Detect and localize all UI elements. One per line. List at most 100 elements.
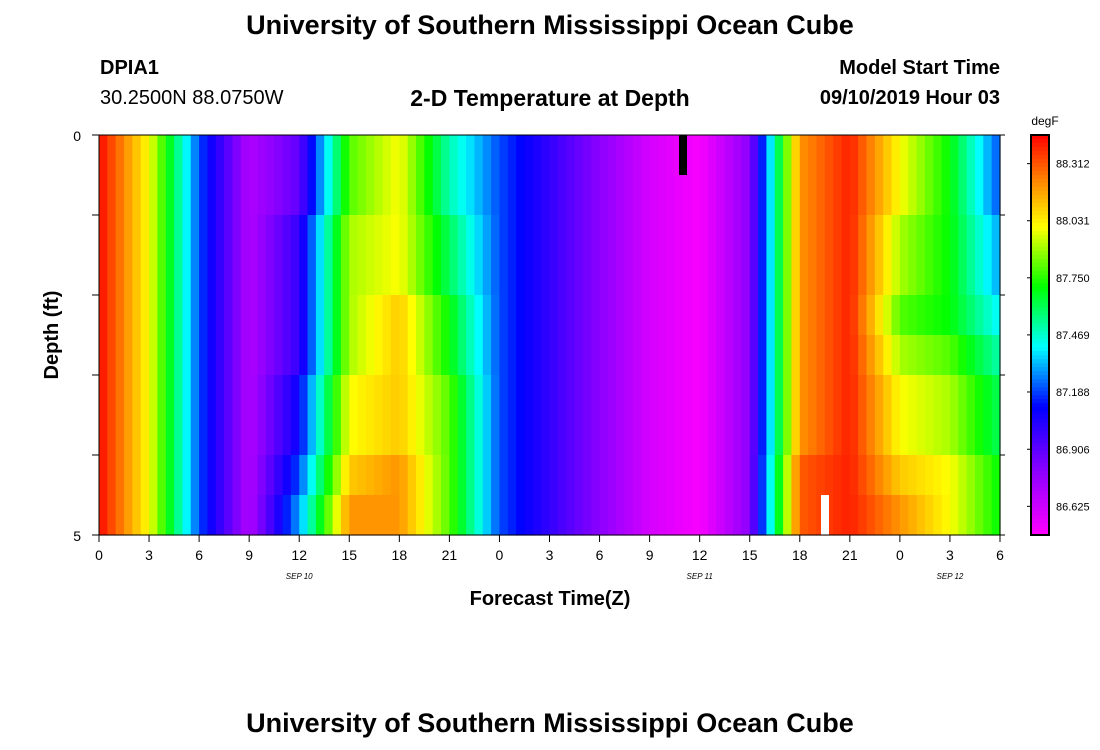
colorbar-unit: degF — [1031, 114, 1058, 128]
heatmap-cell — [307, 255, 317, 296]
heatmap-cell — [591, 135, 601, 176]
heatmap-cell — [99, 335, 108, 376]
heatmap-cell — [474, 455, 484, 496]
heatmap-cell — [332, 295, 342, 336]
heatmap-cell — [124, 335, 133, 376]
heatmap-cell — [607, 175, 617, 216]
heatmap-cell — [916, 335, 926, 376]
heatmap-cell — [691, 495, 701, 536]
heatmap-cell — [933, 495, 943, 536]
heatmap-cell — [766, 335, 776, 376]
heatmap-cell — [441, 455, 450, 496]
heatmap-cell — [174, 135, 184, 176]
heatmap-cell — [641, 495, 651, 536]
x-tick-label: 3 — [546, 547, 554, 563]
colorbar-segment — [1031, 391, 1049, 396]
heatmap-cell — [841, 295, 851, 336]
colorbar-segment — [1031, 283, 1049, 288]
heatmap-cell — [449, 295, 459, 336]
heatmap-cell — [966, 135, 976, 176]
heatmap-cell — [983, 295, 993, 336]
heatmap-cell — [257, 415, 267, 456]
heatmap-cell — [257, 175, 267, 216]
heatmap-cell — [574, 215, 584, 256]
heatmap-cell — [741, 135, 751, 176]
heatmap-cell — [541, 135, 551, 176]
colorbar-segment — [1031, 523, 1049, 528]
heatmap-cell — [691, 295, 701, 336]
colorbar-segment — [1031, 147, 1049, 152]
colorbar-segment — [1031, 135, 1049, 140]
heatmap-cell — [816, 215, 826, 256]
heatmap-cell — [416, 375, 425, 416]
heatmap-cell — [182, 495, 192, 536]
heatmap-cell — [416, 135, 425, 176]
x-tick-label: 6 — [996, 547, 1004, 563]
heatmap-cell — [849, 415, 859, 456]
heatmap-cell — [466, 135, 476, 176]
heatmap-cell — [324, 295, 334, 336]
colorbar-segment — [1031, 335, 1049, 340]
heatmap-cell — [924, 175, 934, 216]
colorbar-segment — [1031, 295, 1049, 300]
heatmap-cell — [190, 455, 200, 496]
heatmap-cell — [799, 215, 809, 256]
heatmap-cell — [991, 255, 1001, 296]
heatmap-cell — [874, 455, 884, 496]
heatmap-cell — [774, 175, 784, 216]
heatmap-cell — [240, 375, 250, 416]
heatmap-cell — [716, 215, 726, 256]
heatmap-cell — [891, 335, 901, 376]
heatmap-cell — [349, 335, 359, 376]
heatmap-cell — [674, 375, 684, 416]
x-tick-label: 12 — [692, 547, 708, 563]
heatmap-cell — [224, 215, 234, 256]
heatmap-cell — [474, 495, 484, 536]
heatmap-cell — [107, 495, 117, 536]
heatmap-cell — [149, 255, 158, 296]
heatmap-cell — [299, 215, 309, 256]
heatmap-cell — [799, 255, 809, 296]
heatmap-cell — [958, 415, 968, 456]
heatmap-cell — [591, 415, 601, 456]
heatmap-cell — [941, 335, 951, 376]
heatmap-cell — [774, 415, 784, 456]
heatmap-cell — [99, 455, 108, 496]
heatmap-cell — [466, 415, 476, 456]
colorbar-segment — [1031, 287, 1049, 292]
colorbar-segment — [1031, 403, 1049, 408]
colorbar-segment — [1031, 383, 1049, 388]
heatmap-cell — [949, 215, 959, 256]
heatmap-cell — [824, 135, 834, 176]
heatmap-cell — [541, 495, 551, 536]
heatmap-cell — [349, 175, 359, 216]
heatmap-cell — [649, 415, 659, 456]
heatmap-cell — [307, 295, 317, 336]
heatmap-cell — [949, 255, 959, 296]
heatmap-cell — [132, 455, 142, 496]
heatmap-cell — [432, 175, 442, 216]
heatmap-cell — [282, 215, 292, 256]
heatmap-cell — [991, 135, 1001, 176]
heatmap-cell — [240, 175, 250, 216]
heatmap-cell — [858, 375, 868, 416]
heatmap-cell — [908, 215, 918, 256]
heatmap-cell — [541, 175, 551, 216]
heatmap-cell — [816, 255, 826, 296]
colorbar-segment — [1031, 495, 1049, 500]
heatmap-cell — [949, 295, 959, 336]
colorbar-segment — [1031, 491, 1049, 496]
heatmap-cell — [407, 295, 417, 336]
heatmap-cell — [716, 335, 726, 376]
heatmap-cell — [549, 255, 559, 296]
heatmap-cell — [849, 375, 859, 416]
heatmap-cell — [632, 495, 642, 536]
heatmap-cell — [224, 335, 234, 376]
heatmap-cell — [866, 175, 876, 216]
heatmap-cell — [657, 295, 667, 336]
heatmap-cell — [532, 215, 542, 256]
heatmap-cell — [582, 415, 592, 456]
heatmap-cell — [766, 455, 776, 496]
colorbar-segment — [1031, 515, 1049, 520]
colorbar-segment — [1031, 155, 1049, 160]
